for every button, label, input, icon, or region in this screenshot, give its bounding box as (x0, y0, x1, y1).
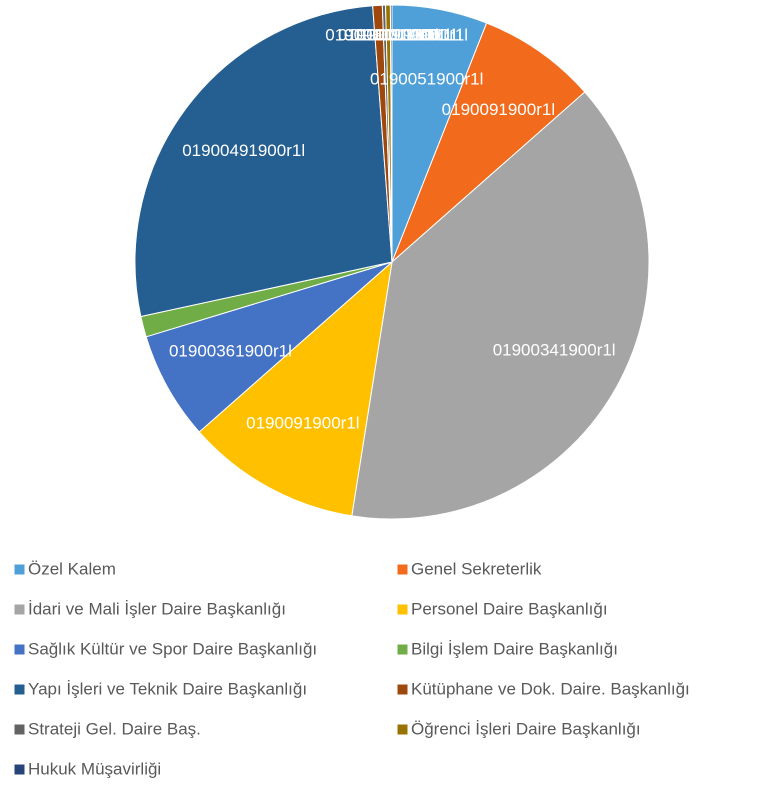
legend-label: Personel Daire Başkanlığı (411, 599, 608, 618)
legend-swatch (13, 563, 26, 576)
data-label: 0190011900r1l (356, 25, 468, 44)
legend-label: Öğrenci İşleri Daire Başkanlığı (411, 719, 641, 738)
pie-slice (389, 4, 393, 263)
data-label: 0190011900r1l (338, 25, 450, 44)
legend-label: Kütüphane ve Dok. Daire. Başkanlığı (411, 679, 690, 698)
data-label: 01900341900r1l (493, 341, 616, 360)
legend-label: Yapı İşleri ve Teknik Daire Başkanlığı (28, 679, 307, 698)
pie-slice (351, 91, 650, 520)
legend: Özel Kalem Genel Sekreterlik İdari ve Mali… (13, 559, 690, 778)
legend-label: Genel Sekreterlik (411, 559, 542, 578)
data-labels: 0190051900r1l 0190091900r1l 01900341900r1l… (169, 25, 616, 432)
pie-slice (145, 261, 393, 433)
data-label: 0190061900r1l (325, 25, 438, 44)
legend-swatch (396, 723, 409, 736)
legend-swatch (396, 563, 409, 576)
legend-label: Strateji Gel. Daire Baş. (28, 719, 201, 738)
legend-label: Özel Kalem (28, 559, 116, 578)
data-label: 01900491900r1l (182, 141, 305, 160)
pie-slice (198, 260, 393, 517)
legend-label: Hukuk Müşavirliği (28, 759, 161, 778)
legend-label: Sağlık Kültür ve Spor Daire Başkanlığı (28, 639, 317, 658)
legend-swatch (13, 683, 26, 696)
pie-slice (134, 5, 393, 318)
legend-swatch (13, 763, 26, 776)
data-label: 0190091900r1l (442, 100, 555, 119)
data-label: 0190051900r1l (370, 70, 483, 89)
data-label: 0190011900r1l (344, 25, 456, 44)
legend-label: İdari ve Mali İşler Daire Başkanlığı (28, 599, 286, 618)
legend-swatch (396, 603, 409, 616)
legend-swatch (396, 643, 409, 656)
data-label: 0190091900r1l (246, 414, 359, 433)
pie-slice (391, 22, 586, 263)
pie (134, 4, 650, 520)
data-label: 01900361900r1l (169, 342, 292, 361)
data-label: 0190011900r1l (350, 25, 462, 44)
legend-swatch (396, 683, 409, 696)
legend-swatch (13, 643, 26, 656)
legend-swatch (13, 723, 26, 736)
legend-swatch (13, 603, 26, 616)
legend-label: Bilgi İşlem Daire Başkanlığı (411, 639, 618, 658)
